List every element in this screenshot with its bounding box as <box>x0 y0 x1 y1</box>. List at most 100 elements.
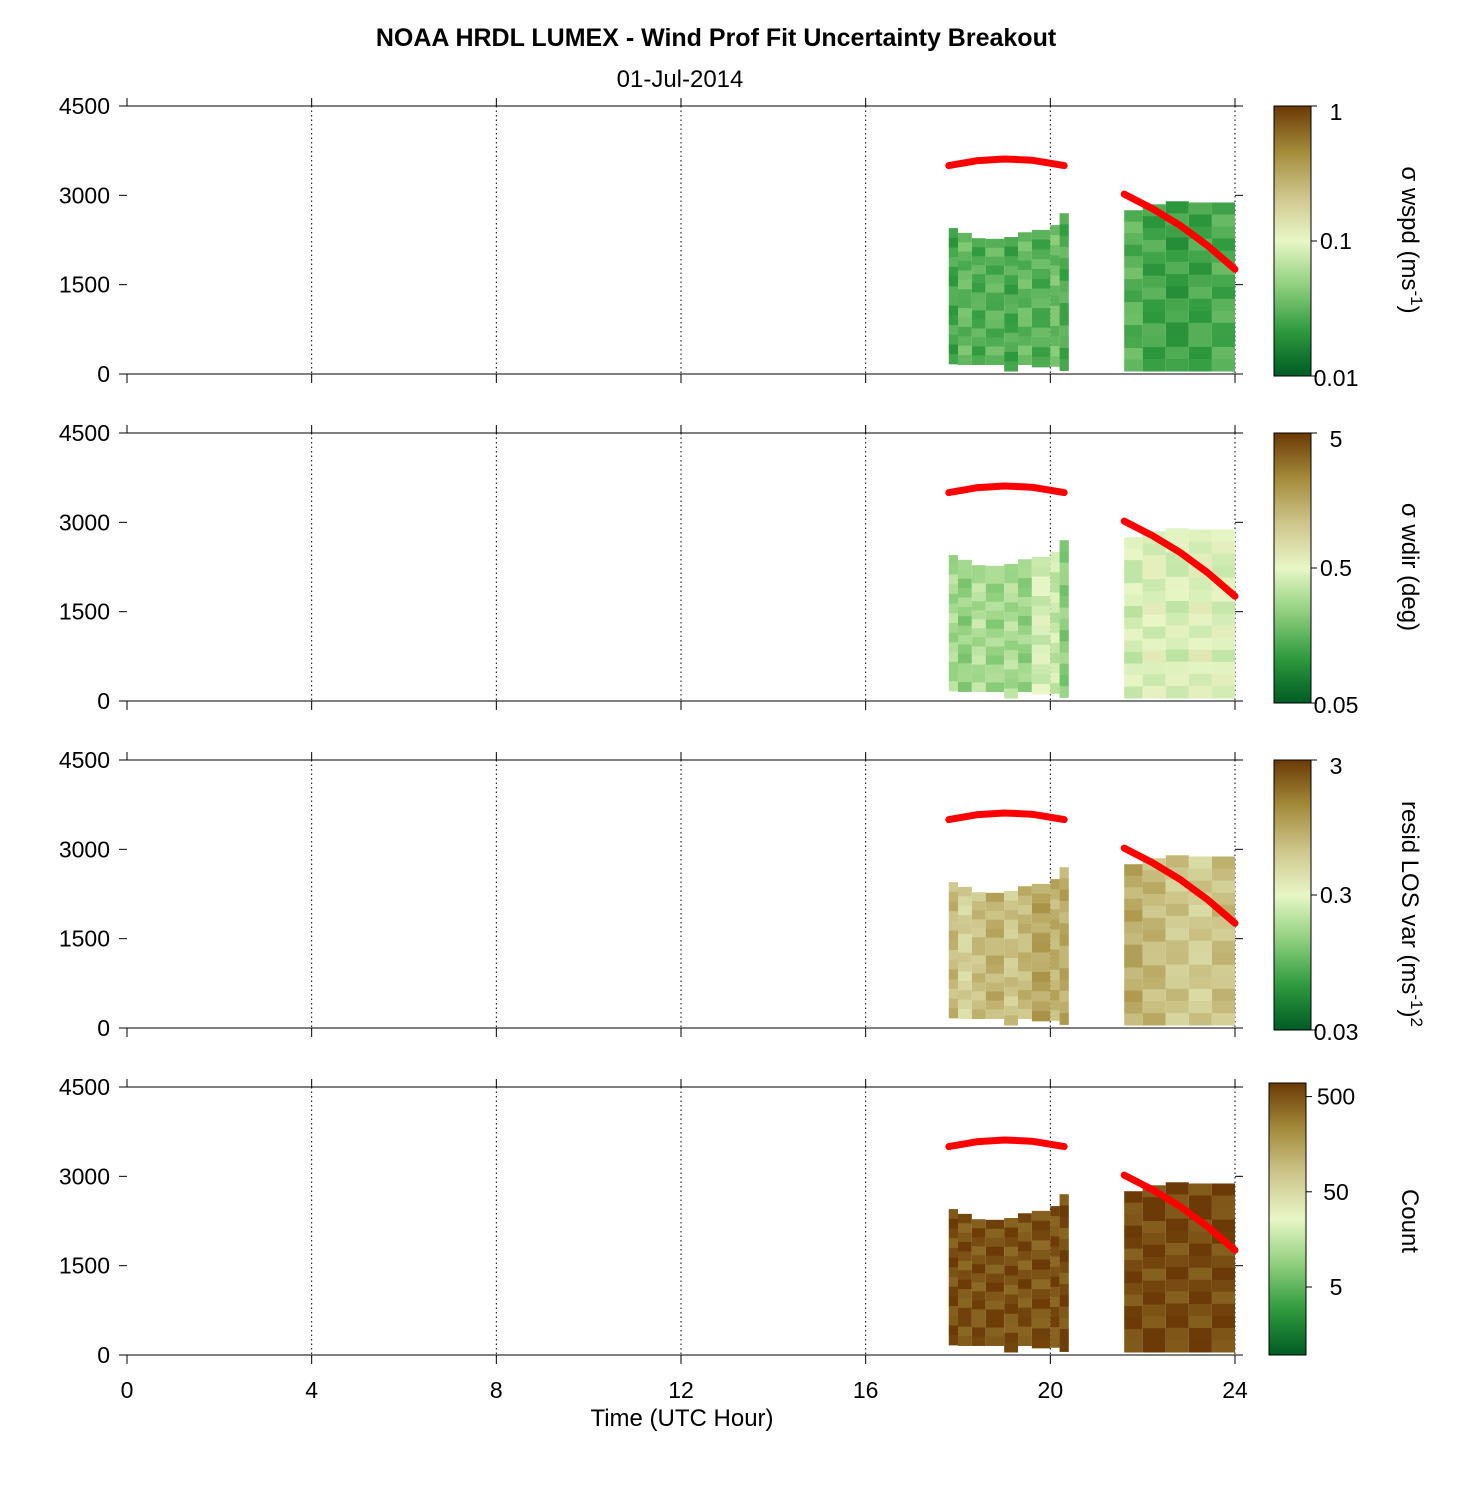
heatmap-cell <box>1050 879 1060 890</box>
heatmap-cell <box>1211 553 1235 567</box>
heatmap-cell <box>1018 336 1032 347</box>
heatmap-cell <box>1059 1317 1069 1330</box>
heatmap-cell <box>1059 1227 1069 1240</box>
heatmap-cell <box>948 988 958 999</box>
heatmap-cell <box>1165 1291 1189 1305</box>
heatmap-cell <box>948 998 958 1009</box>
heatmap-cell <box>1211 346 1235 360</box>
heatmap-cell <box>1142 1328 1166 1341</box>
heatmap-cell <box>958 980 972 991</box>
heatmap-cell <box>1059 630 1069 642</box>
heatmap-cell <box>1211 685 1235 699</box>
colorbar-tick-label: 1 <box>1330 99 1343 125</box>
heatmap-cell <box>1018 990 1032 1001</box>
heatmap-cell <box>1124 629 1143 642</box>
heatmap-cell <box>1004 958 1019 969</box>
heatmap-cell <box>1142 953 1166 966</box>
heatmap-column-4 <box>985 565 1005 692</box>
heatmap-cell <box>1059 258 1069 270</box>
heatmap-cell <box>1031 1210 1051 1222</box>
heatmap-cell <box>1031 644 1051 656</box>
overlay-line-1 <box>945 809 1068 824</box>
heatmap-cell <box>1188 1327 1212 1341</box>
heatmap-cell <box>985 247 1005 258</box>
heatmap-cell <box>948 1209 958 1220</box>
heatmap-cell <box>1142 1340 1166 1353</box>
heatmap-cell <box>1124 571 1143 584</box>
heatmap-cell <box>1031 1328 1051 1339</box>
heatmap-cell <box>1018 298 1032 309</box>
heatmap-cell <box>1004 919 1019 930</box>
heatmap-cell <box>985 1255 1005 1266</box>
heatmap-column-3 <box>971 1219 986 1346</box>
heatmap-cell <box>1211 1327 1235 1341</box>
overlay-line-2 <box>1120 517 1239 600</box>
heatmap-cell <box>985 292 1005 303</box>
heatmap-cell <box>958 1009 972 1019</box>
colorbar-label: σ wdir (deg) <box>1396 503 1423 631</box>
heatmap-cell <box>1188 988 1212 1002</box>
heatmap-column-12 <box>1165 1182 1189 1353</box>
heatmap-cell <box>1124 244 1143 257</box>
heatmap-cell <box>948 930 958 941</box>
heatmap-cell <box>1142 638 1166 651</box>
heatmap-cell <box>1031 981 1051 993</box>
heatmap-cell <box>1050 1327 1060 1338</box>
heatmap-cell <box>1050 889 1060 900</box>
heatmap-cell <box>948 882 958 893</box>
heatmap-cell <box>1211 976 1235 990</box>
heatmap-cell <box>1165 1012 1189 1026</box>
heatmap-cell <box>1004 1265 1019 1276</box>
heatmap-cell <box>985 964 1005 975</box>
heatmap-cell <box>1059 934 1069 947</box>
heatmap-cell <box>1124 1340 1143 1353</box>
heatmap-cell <box>1050 1286 1060 1298</box>
heatmap-cell <box>1142 1280 1166 1293</box>
heatmap-cell <box>1004 611 1019 622</box>
heatmap-cell <box>1188 916 1212 930</box>
heatmap-cell <box>1018 345 1032 356</box>
heatmap-cell <box>948 286 958 297</box>
heatmap-cell <box>1004 304 1019 315</box>
heatmap-cell <box>971 892 986 902</box>
heatmap-cell <box>948 959 958 970</box>
heatmap-cell <box>1142 1292 1166 1305</box>
heatmap-cell <box>958 1213 972 1224</box>
panel-1: 0 1500 3000 4500 1 0.1 0.01 σ wspd (ms-1) <box>59 93 1427 391</box>
y-tick-label: 3000 <box>59 836 110 862</box>
heatmap-column-9 <box>1059 213 1069 371</box>
heatmap-cell <box>971 637 986 647</box>
heatmap-cell <box>1050 1206 1060 1217</box>
heatmap-cell <box>971 1300 986 1310</box>
heatmap-cell <box>1124 1317 1143 1330</box>
heatmap-column-2 <box>958 1213 972 1346</box>
heatmap-column-6 <box>1018 886 1032 1019</box>
heatmap-cell <box>1031 1230 1051 1241</box>
heatmap-cell <box>1142 555 1166 568</box>
heatmap-cell <box>1124 1306 1143 1319</box>
heatmap-cell <box>1188 637 1212 651</box>
heatmap-cell <box>1059 957 1069 969</box>
heatmap-column-8 <box>1050 225 1060 367</box>
heatmap-cell <box>1018 924 1032 934</box>
heatmap-cell <box>948 1257 958 1268</box>
heatmap-cell <box>1188 976 1212 990</box>
heatmap-cell <box>958 317 972 328</box>
heatmap-cell <box>1165 915 1189 929</box>
heatmap-cell <box>1018 307 1032 318</box>
heatmap-cell <box>1059 1306 1069 1319</box>
heatmap-cell <box>1004 1218 1019 1229</box>
colorbar-tick-label: 0.3 <box>1320 882 1352 908</box>
heatmap-cell <box>971 601 986 611</box>
heatmap-cell <box>958 924 972 935</box>
heatmap-cell <box>1142 1197 1166 1210</box>
heatmap-column-5 <box>1004 891 1019 1026</box>
heatmap-cell <box>1018 1279 1032 1290</box>
heatmap-cell <box>1018 653 1032 664</box>
heatmap-cell <box>948 901 958 912</box>
heatmap-cell <box>1050 1216 1060 1227</box>
heatmap-cell <box>985 973 1005 984</box>
heatmap-cell <box>1050 683 1060 694</box>
heatmap-cell <box>958 251 972 262</box>
